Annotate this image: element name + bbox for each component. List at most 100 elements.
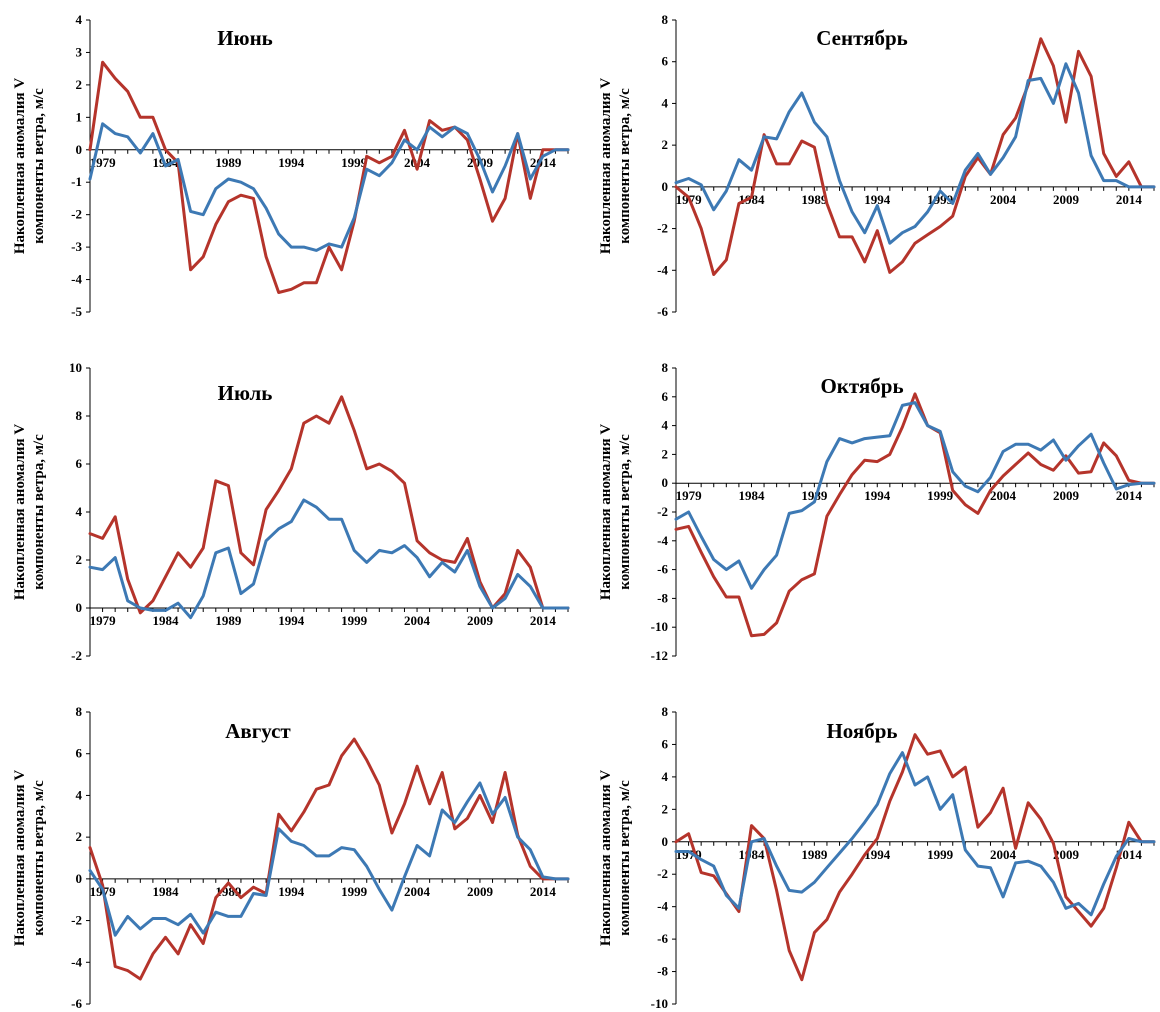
x-tick-label: 1989 — [215, 155, 242, 170]
y-tick-label: 8 — [662, 360, 669, 375]
y-tick-label: -8 — [657, 964, 668, 979]
series-line-1 — [88, 122, 570, 252]
y-tick-label: -3 — [71, 239, 82, 254]
y-tick-label: -2 — [71, 913, 82, 928]
x-tick-label: 1984 — [738, 847, 765, 862]
y-tick-label: -4 — [657, 262, 668, 277]
y-tick-label: 2 — [662, 446, 669, 461]
y-axis-label-line-1: Накопленная аномалия V — [12, 424, 28, 601]
y-tick-label: 2 — [76, 829, 83, 844]
x-tick-label: 1989 — [801, 488, 828, 503]
y-tick-label: 8 — [662, 12, 669, 27]
y-axis-label-line-1: Накопленная аномалия V — [12, 770, 28, 947]
y-tick-label: 0 — [662, 179, 669, 194]
y-tick-label: -5 — [71, 304, 82, 319]
x-tick-label: 2009 — [467, 884, 494, 899]
y-tick-label: -12 — [651, 648, 668, 663]
y-tick-label: -2 — [657, 866, 668, 881]
y-axis-label-line-2: компоненты ветра, м/с — [617, 434, 633, 590]
x-tick-label: 1984 — [152, 613, 179, 628]
y-tick-label: -4 — [657, 533, 668, 548]
y-tick-label: 0 — [76, 871, 83, 886]
y-tick-label: 8 — [76, 408, 83, 423]
y-tick-label: 0 — [76, 142, 83, 157]
y-tick-label: 10 — [69, 360, 82, 375]
x-tick-label: 1994 — [278, 884, 305, 899]
series-line-1 — [88, 781, 570, 937]
y-tick-label: 8 — [662, 704, 669, 719]
y-tick-label: -4 — [71, 954, 82, 969]
series-line-0 — [674, 37, 1156, 276]
y-tick-label: -2 — [71, 207, 82, 222]
x-tick-label: 2004 — [404, 155, 431, 170]
chart-panel-2: -2 0 2 4 6 8 10 1979 1984 1989 1994 1999 2004 2009 201… — [12, 360, 570, 663]
y-tick-label: -10 — [651, 619, 668, 634]
x-tick-label: 2014 — [530, 613, 557, 628]
x-tick-label: 1994 — [864, 192, 891, 207]
x-tick-label: 1979 — [676, 488, 703, 503]
y-tick-label: -8 — [657, 590, 668, 605]
x-tick-label: 1979 — [90, 613, 117, 628]
y-tick-label: 6 — [662, 389, 669, 404]
series-line-1 — [674, 62, 1156, 245]
chart-title: Август — [225, 719, 291, 743]
x-tick-label: 1989 — [215, 884, 242, 899]
y-tick-label: -6 — [71, 996, 82, 1011]
series-line-1 — [674, 751, 1156, 917]
y-tick-label: -2 — [71, 648, 82, 663]
x-tick-label: 2009 — [467, 613, 494, 628]
x-tick-label: 1984 — [738, 488, 765, 503]
x-tick-label: 2004 — [404, 884, 431, 899]
y-tick-label: 0 — [662, 475, 669, 490]
x-tick-label: 1994 — [278, 155, 305, 170]
x-tick-label: 2014 — [530, 884, 557, 899]
x-tick-label: 2014 — [1116, 488, 1143, 503]
y-axis-label-line-2: компоненты ветра, м/с — [31, 434, 47, 590]
y-tick-label: 4 — [76, 504, 83, 519]
y-tick-label: -2 — [657, 504, 668, 519]
x-tick-label: 2004 — [404, 613, 431, 628]
y-axis-label-line-1: Накопленная аномалия V — [12, 78, 28, 255]
x-tick-label: 2009 — [1053, 192, 1080, 207]
y-axis-label-line-2: компоненты ветра, м/с — [31, 88, 47, 244]
x-tick-label: 2014 — [1116, 192, 1143, 207]
y-tick-label: -6 — [657, 304, 668, 319]
x-tick-label: 1994 — [278, 613, 305, 628]
series-line-0 — [88, 737, 570, 981]
y-axis-label-line-2: компоненты ветра, м/с — [617, 88, 633, 244]
x-tick-label: 1989 — [215, 613, 242, 628]
y-axis-label-line-2: компоненты ветра, м/с — [617, 780, 633, 936]
x-tick-label: 1984 — [738, 192, 765, 207]
series-line-1 — [674, 401, 1156, 590]
y-tick-label: 0 — [76, 600, 83, 615]
y-tick-label: -4 — [71, 272, 82, 287]
y-tick-label: -4 — [657, 899, 668, 914]
x-tick-label: 2004 — [990, 488, 1017, 503]
x-tick-label: 1999 — [341, 884, 368, 899]
y-tick-label: 4 — [662, 769, 669, 784]
y-tick-label: 6 — [76, 456, 83, 471]
y-tick-label: 6 — [662, 54, 669, 69]
x-tick-label: 2009 — [1053, 488, 1080, 503]
chart-title: Сентябрь — [816, 26, 908, 50]
y-axis-label-line-1: Накопленная аномалия V — [598, 424, 614, 601]
y-tick-label: -6 — [657, 562, 668, 577]
series-line-0 — [88, 60, 570, 294]
chart-panel-3: -12 -10 -8 -6 -4 -2 0 2 4 6 8 1979 1984 1989 1994 1999 2… — [598, 360, 1156, 663]
y-tick-label: 2 — [662, 137, 669, 152]
y-tick-label: 6 — [76, 746, 83, 761]
y-tick-label: 4 — [662, 418, 669, 433]
y-tick-label: 3 — [76, 44, 83, 59]
y-tick-label: -2 — [657, 221, 668, 236]
y-axis-label-line-1: Накопленная аномалия V — [598, 770, 614, 947]
x-tick-label: 2004 — [990, 192, 1017, 207]
chart-title: Ноябрь — [826, 719, 897, 743]
series-line-0 — [674, 392, 1156, 638]
